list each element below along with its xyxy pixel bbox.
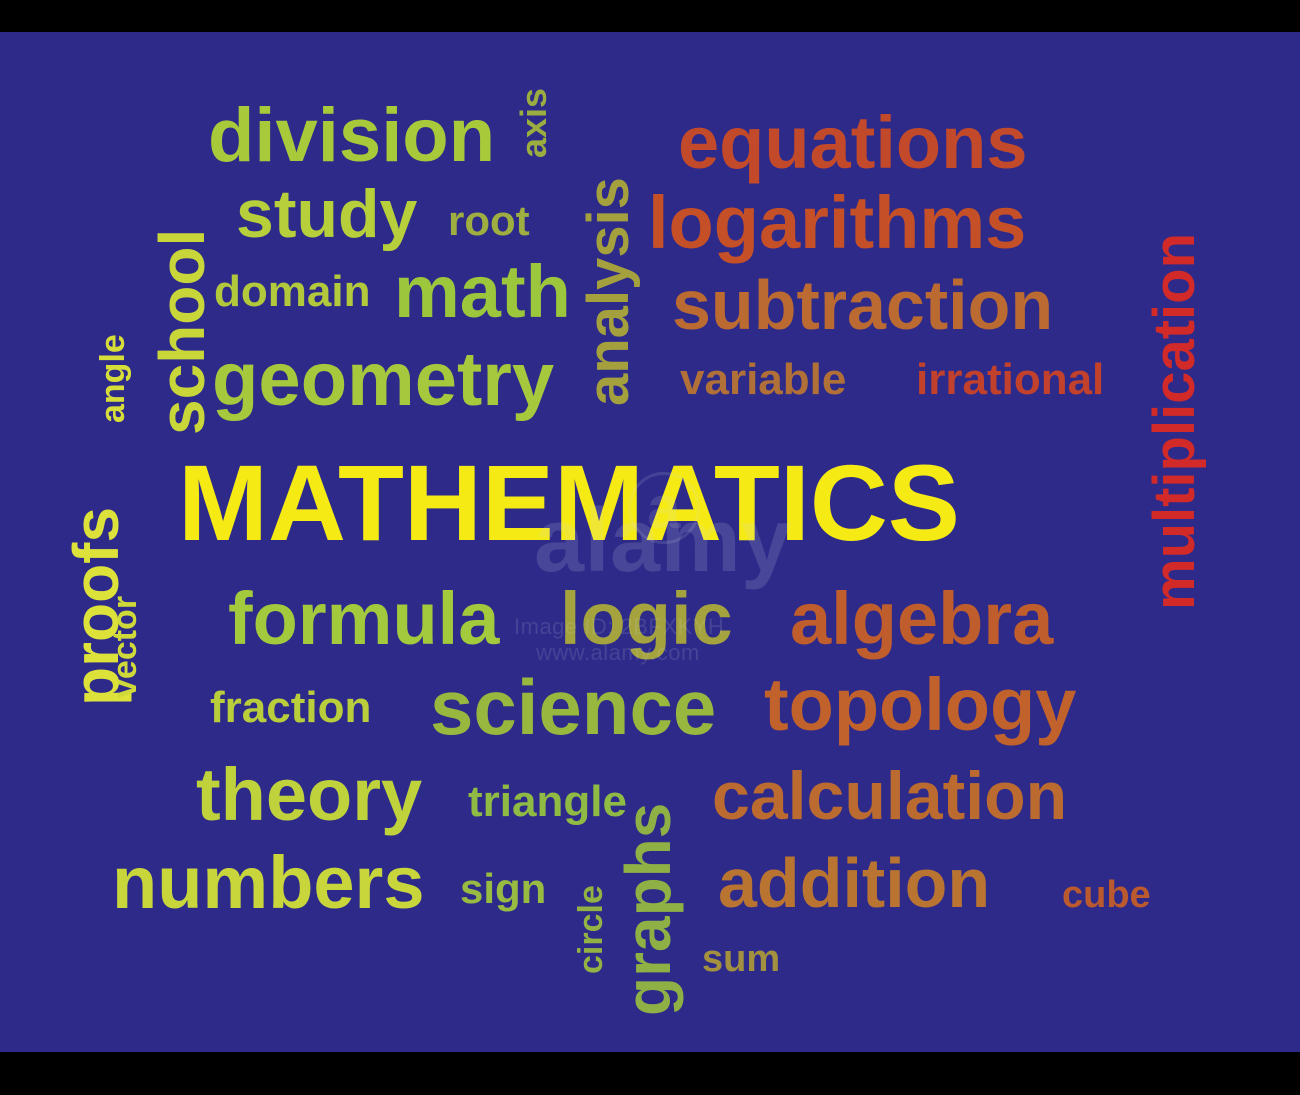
word-study: study — [236, 180, 417, 248]
word-school: school — [150, 175, 214, 435]
wordcloud-canvas: MATHEMATICSdivisionstudyrootdomainmathge… — [0, 0, 1300, 1095]
word-theory: theory — [196, 758, 422, 832]
word-triangle: triangle — [468, 780, 627, 824]
watermark-text: www.alamy.com — [536, 640, 700, 666]
word-division: division — [208, 98, 495, 174]
watermark-text: Image ID: 2BFXKYH — [514, 614, 724, 640]
word-logarithms: logarithms — [648, 186, 1026, 260]
word-angle: angle — [96, 313, 130, 423]
word-algebra: algebra — [790, 582, 1053, 656]
word-sum: sum — [702, 940, 780, 978]
word-numbers: numbers — [112, 846, 425, 920]
word-fraction: fraction — [210, 686, 371, 730]
word-root: root — [448, 200, 530, 242]
word-sign: sign — [460, 868, 546, 910]
letterbox-top — [0, 0, 1300, 32]
watermark-text: a — [628, 472, 700, 544]
word-math: math — [394, 255, 571, 329]
word-domain: domain — [214, 270, 370, 314]
word-variable: variable — [680, 358, 846, 402]
word-vector: vector — [108, 568, 142, 698]
word-circle: circle — [574, 844, 608, 974]
word-science: science — [430, 668, 716, 746]
word-axis: axis — [516, 58, 552, 158]
word-multiplication: multiplication — [1146, 110, 1204, 610]
word-graphs: graphs — [616, 736, 680, 1016]
word-analysis: analysis — [580, 106, 638, 406]
word-equations: equations — [678, 106, 1027, 180]
word-irrational: irrational — [916, 358, 1104, 402]
word-geometry: geometry — [212, 342, 554, 418]
word-cube: cube — [1062, 876, 1151, 914]
word-topology: topology — [764, 668, 1076, 742]
word-calculation: calculation — [712, 762, 1067, 830]
word-subtraction: subtraction — [672, 270, 1053, 340]
word-addition: addition — [718, 848, 990, 918]
word-formula: formula — [228, 582, 499, 656]
letterbox-bottom — [0, 1052, 1300, 1095]
